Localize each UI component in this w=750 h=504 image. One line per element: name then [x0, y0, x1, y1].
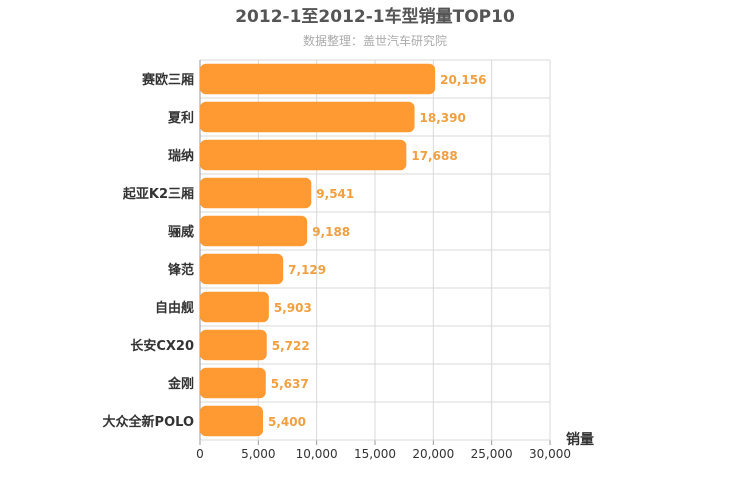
bar: [200, 215, 308, 247]
bars-layer: [200, 63, 436, 437]
x-tick-label: 5,000: [241, 447, 275, 461]
data-label: 9,188: [312, 225, 350, 239]
bar: [200, 367, 266, 399]
chart-title: 2012-1至2012-1车型销量TOP10: [235, 6, 515, 27]
x-axis-label: 销量: [566, 431, 594, 448]
bar: [200, 291, 269, 323]
category-label: 起亚K2三厢: [122, 186, 194, 202]
data-label: 5,400: [268, 415, 306, 429]
data-label: 5,637: [271, 377, 309, 391]
data-label: 5,903: [274, 301, 312, 315]
data-label: 20,156: [440, 73, 486, 87]
x-tick-label: 30,000: [529, 447, 571, 461]
bar: [200, 405, 263, 437]
data-label: 17,688: [411, 149, 457, 163]
category-label: 长安CX20: [130, 338, 194, 354]
labels-layer: 0 5,000 10,000 15,000 20,000 25,000 30,000 赛欧三厢…: [103, 72, 571, 461]
bar: [200, 329, 267, 361]
bar: [200, 139, 407, 171]
data-label: 5,722: [272, 339, 310, 353]
category-label: 大众全新POLO: [103, 414, 194, 430]
category-label: 自由舰: [155, 300, 194, 316]
chart-subtitle: 数据整理：盖世汽车研究院: [303, 33, 447, 48]
data-label: 9,541: [316, 187, 354, 201]
grid-layer: [199, 59, 551, 445]
bar: [200, 63, 436, 95]
category-label: 骊威: [168, 224, 194, 240]
x-tick-label: 15,000: [354, 447, 396, 461]
category-label: 赛欧三厢: [141, 72, 194, 88]
category-label: 瑞纳: [168, 148, 194, 164]
x-tick-label: 10,000: [296, 447, 338, 461]
bar: [200, 253, 284, 285]
x-tick-label: 25,000: [471, 447, 513, 461]
x-tick-label: 20,000: [412, 447, 454, 461]
bar: [200, 177, 312, 209]
category-label: 金刚: [167, 376, 194, 392]
category-label: 锋范: [168, 262, 194, 278]
category-label: 夏利: [167, 110, 194, 126]
data-label: 18,390: [420, 111, 466, 125]
bar: [200, 101, 415, 133]
data-label: 7,129: [288, 263, 326, 277]
x-tick-label: 0: [196, 447, 204, 461]
